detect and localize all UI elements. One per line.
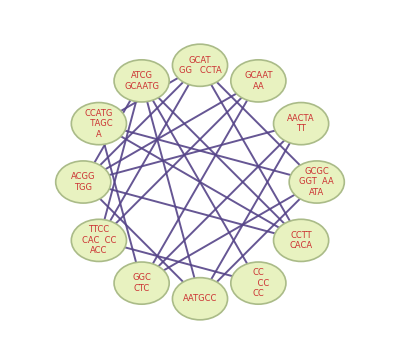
Ellipse shape (231, 262, 286, 304)
Ellipse shape (56, 161, 111, 203)
Text: AATGCC: AATGCC (183, 294, 217, 303)
Ellipse shape (71, 219, 126, 261)
Ellipse shape (172, 44, 228, 86)
Ellipse shape (71, 103, 126, 145)
Ellipse shape (289, 161, 344, 203)
Text: CCATG
  TAGC
A: CCATG TAGC A (85, 109, 113, 139)
Ellipse shape (274, 219, 329, 261)
Text: GGC
CTC: GGC CTC (132, 273, 151, 293)
Text: TTCC
CAC  CC
ACC: TTCC CAC CC ACC (82, 225, 116, 255)
Text: CCTT
CACA: CCTT CACA (290, 231, 313, 250)
Text: GCGC
GGT  AA
ATA: GCGC GGT AA ATA (299, 167, 334, 197)
Ellipse shape (274, 103, 329, 145)
Ellipse shape (172, 278, 228, 320)
Text: CC
    CC
CC: CC CC CC (247, 268, 270, 298)
Text: ACGG
TGG: ACGG TGG (71, 172, 96, 192)
Text: GCAT
GG   CCTA: GCAT GG CCTA (179, 56, 221, 75)
Ellipse shape (231, 60, 286, 102)
Ellipse shape (114, 262, 169, 304)
Text: ATCG
GCAATG: ATCG GCAATG (124, 71, 159, 91)
Text: GCAAT
AA: GCAAT AA (244, 71, 273, 91)
Ellipse shape (114, 60, 169, 102)
Text: AACTA
TT: AACTA TT (287, 114, 315, 133)
